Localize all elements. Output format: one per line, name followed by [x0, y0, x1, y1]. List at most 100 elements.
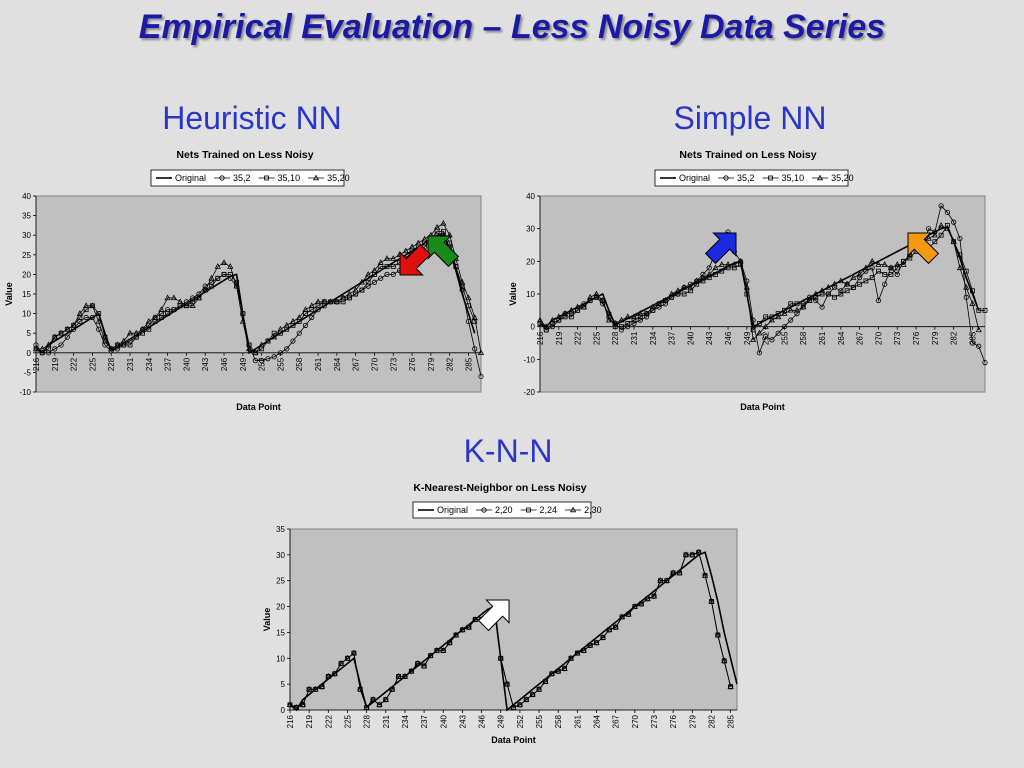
x-tick-label: 279 [688, 714, 697, 728]
data-point [812, 290, 819, 297]
section-heading-simple-nn: Simple NN [673, 100, 827, 136]
data-point [768, 316, 775, 323]
series-line-35,20 [539, 224, 980, 341]
data-point [657, 577, 664, 583]
data-point [982, 307, 988, 313]
data-point [421, 662, 428, 669]
data-point [452, 631, 460, 638]
data-point [127, 342, 133, 348]
data-point [365, 279, 371, 285]
data-point [177, 298, 184, 305]
data-point [365, 270, 372, 277]
data-point [433, 647, 440, 653]
data-point [549, 316, 556, 323]
data-point [625, 320, 631, 326]
data-point [737, 257, 744, 264]
data-point [227, 263, 234, 269]
y-tick-label: 10 [22, 310, 31, 319]
data-point [440, 228, 446, 234]
y-tick-label: 30 [526, 225, 535, 234]
data-point [240, 311, 246, 317]
data-point [925, 235, 932, 241]
data-point [637, 314, 643, 320]
data-point [756, 350, 762, 356]
data-point [371, 279, 378, 285]
data-point [951, 219, 957, 225]
legend-marker-square [526, 507, 531, 513]
data-point [96, 311, 102, 317]
x-tick-label: 231 [630, 331, 639, 345]
data-point [794, 301, 800, 307]
data-point [395, 672, 402, 679]
x-tick-label: 243 [201, 357, 210, 371]
data-point [894, 261, 901, 267]
data-point [612, 324, 618, 330]
y-tick-label: 30 [22, 231, 31, 240]
data-point [963, 294, 969, 300]
data-point [869, 265, 875, 271]
data-point [421, 235, 428, 242]
data-point [721, 657, 728, 664]
data-point [938, 221, 945, 228]
data-point [543, 327, 549, 333]
data-point [850, 285, 856, 290]
data-point [239, 318, 246, 324]
x-tick-label: 237 [668, 331, 677, 345]
data-point [408, 667, 415, 674]
x-tick-label: 237 [420, 714, 429, 728]
data-point [580, 647, 587, 653]
data-point [875, 297, 882, 304]
data-point [938, 232, 944, 238]
data-point [331, 670, 338, 677]
data-point [338, 660, 345, 666]
y-tick-label: 0 [27, 349, 32, 358]
y-tick-label: 0 [281, 706, 286, 715]
legend-marker-square [264, 175, 269, 181]
y-tick-label: 15 [22, 290, 31, 299]
data-point [668, 290, 675, 297]
data-point [346, 290, 353, 297]
data-point [309, 314, 315, 321]
data-point [587, 293, 594, 300]
data-point [561, 310, 569, 316]
data-point [650, 307, 656, 313]
data-point [146, 326, 152, 332]
data-point [712, 264, 719, 271]
data-point [662, 297, 669, 303]
data-point [580, 303, 587, 310]
data-point [775, 311, 781, 317]
x-tick-label: 216 [32, 357, 41, 371]
x-tick-label: 282 [707, 714, 716, 728]
data-point [624, 313, 631, 320]
data-point [675, 291, 681, 297]
data-point [171, 307, 177, 313]
data-point [108, 345, 115, 352]
chart-title: K-Nearest-Neighbor on Less Noisy [413, 482, 586, 494]
data-point [58, 342, 64, 348]
data-point [384, 264, 390, 269]
data-point [957, 235, 963, 242]
data-point [900, 261, 907, 267]
legend-label: 2,30 [584, 505, 602, 515]
data-point [819, 291, 825, 297]
data-point [568, 306, 575, 313]
data-point [719, 268, 725, 274]
data-point [593, 290, 600, 297]
x-tick-label: 222 [324, 714, 333, 728]
y-tick-label: 30 [276, 551, 285, 560]
y-tick-label: -5 [24, 368, 32, 377]
data-point [788, 317, 794, 323]
data-point [120, 337, 127, 344]
data-point [727, 683, 734, 689]
data-point [220, 259, 228, 265]
x-tick-label: 246 [478, 714, 487, 728]
x-tick-label: 240 [439, 714, 448, 728]
data-point [869, 257, 876, 264]
data-point [377, 259, 384, 265]
data-point [302, 322, 309, 328]
x-tick-label: 285 [968, 331, 977, 345]
data-point [89, 302, 96, 308]
data-point [788, 301, 794, 307]
x-tick-label: 258 [554, 714, 563, 728]
data-point [844, 288, 850, 294]
